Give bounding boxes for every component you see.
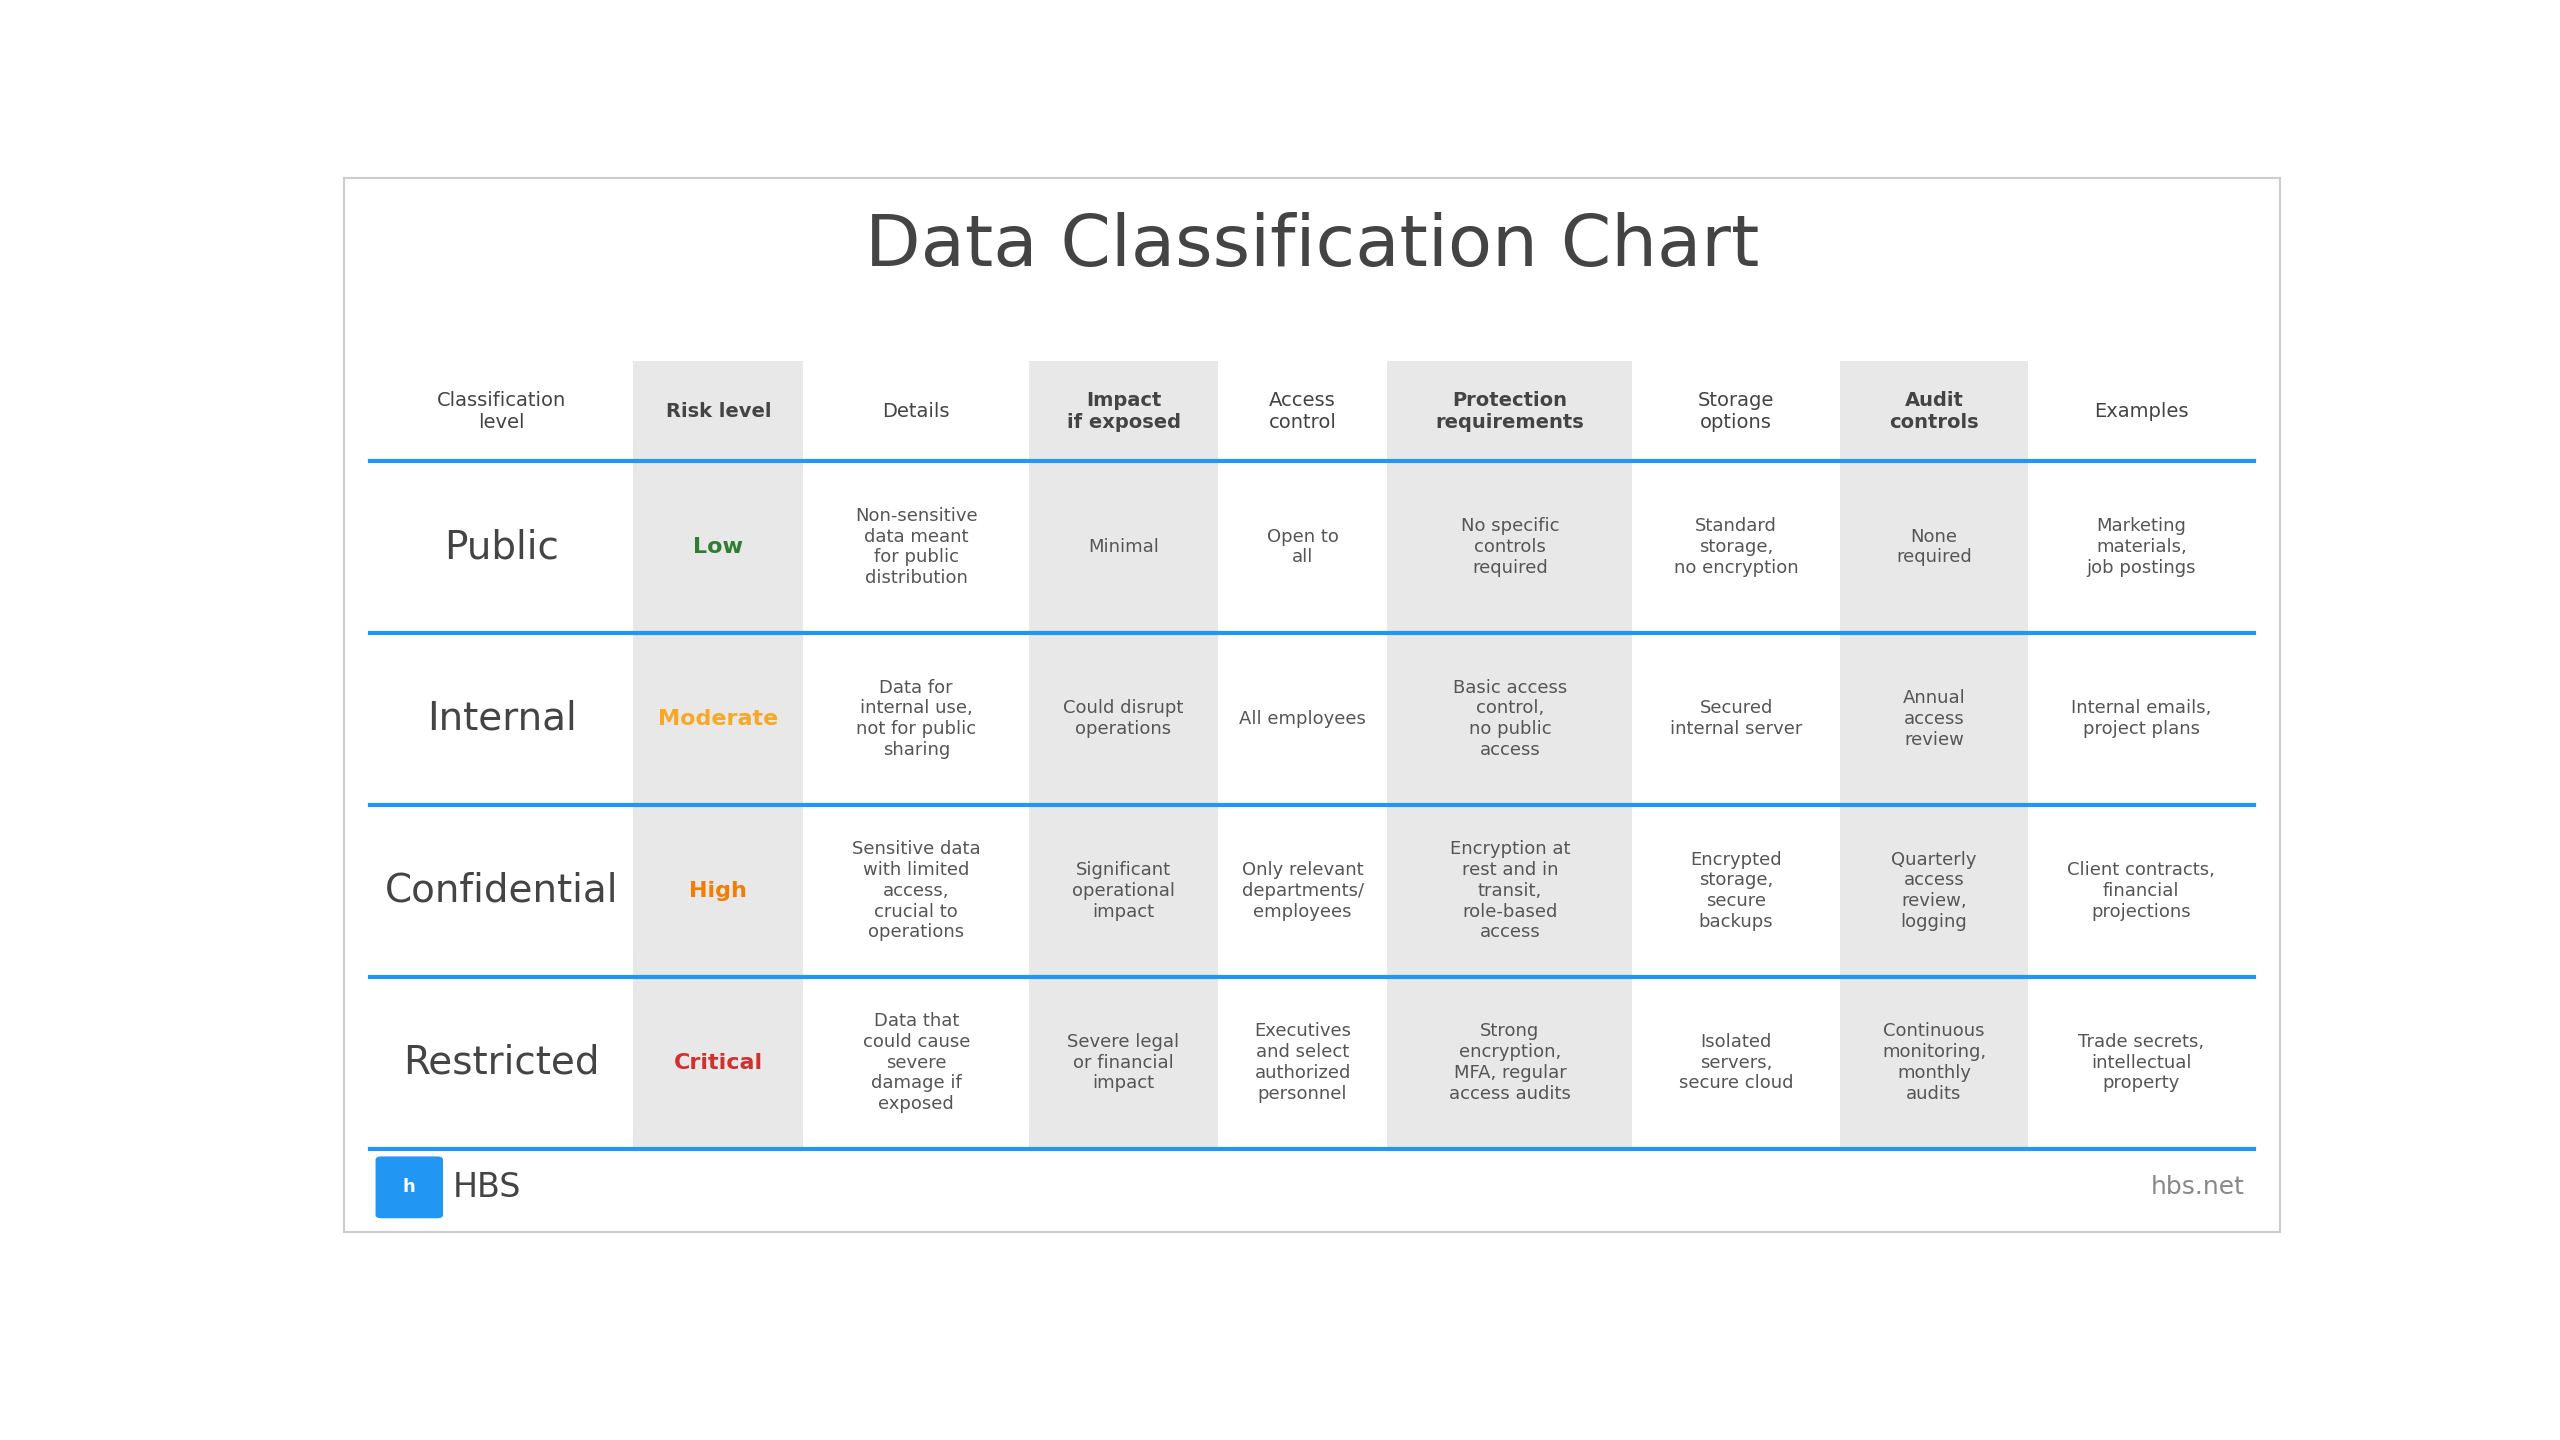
Bar [632, 461, 804, 634]
Text: Client contracts,
financial
projections: Client contracts, financial projections [2068, 861, 2214, 920]
Text: Restricted: Restricted [404, 1044, 599, 1081]
Text: hbs.net: hbs.net [2150, 1175, 2245, 1200]
Text: Encryption at
rest and in
transit,
role-based
access: Encryption at rest and in transit, role-… [1449, 840, 1569, 942]
Text: Details: Details [883, 402, 950, 420]
Text: Executives
and select
authorized
personnel: Executives and select authorized personn… [1254, 1022, 1352, 1103]
Text: Only relevant
departments/
employees: Only relevant departments/ employees [1242, 861, 1364, 920]
Text: h: h [402, 1178, 415, 1197]
Text: Non-sensitive
data meant
for public
distribution: Non-sensitive data meant for public dist… [855, 507, 978, 588]
Text: High: High [689, 881, 748, 901]
Text: Data Classification Chart: Data Classification Chart [865, 212, 1759, 281]
Text: Confidential: Confidential [384, 871, 620, 910]
Text: Protection
requirements: Protection requirements [1436, 390, 1585, 432]
Text: Isolated
servers,
secure cloud: Isolated servers, secure cloud [1679, 1032, 1795, 1093]
Bar [1388, 361, 1633, 461]
Text: Strong
encryption,
MFA, regular
access audits: Strong encryption, MFA, regular access a… [1449, 1022, 1572, 1103]
Text: Storage
options: Storage options [1697, 390, 1774, 432]
Text: Data that
could cause
severe
damage if
exposed: Data that could cause severe damage if e… [863, 1012, 970, 1113]
Text: Encrypted
storage,
secure
backups: Encrypted storage, secure backups [1690, 851, 1782, 930]
Bar [1841, 976, 2028, 1149]
Text: Examples: Examples [2094, 402, 2189, 420]
Bar [1841, 634, 2028, 805]
Text: Could disrupt
operations: Could disrupt operations [1062, 700, 1183, 739]
Bar [1841, 361, 2028, 461]
Text: Minimal: Minimal [1088, 539, 1160, 556]
Text: Internal: Internal [428, 700, 576, 737]
Text: Impact
if exposed: Impact if exposed [1068, 390, 1180, 432]
Text: Quarterly
access
review,
logging: Quarterly access review, logging [1892, 851, 1976, 930]
Text: None
required: None required [1897, 527, 1971, 566]
Text: Continuous
monitoring,
monthly
audits: Continuous monitoring, monthly audits [1882, 1022, 1987, 1103]
Text: Severe legal
or financial
impact: Severe legal or financial impact [1068, 1032, 1180, 1093]
Bar [1029, 634, 1219, 805]
Bar [632, 634, 804, 805]
Text: No specific
controls
required: No specific controls required [1462, 517, 1559, 577]
Text: Sensitive data
with limited
access,
crucial to
operations: Sensitive data with limited access, cruc… [852, 840, 980, 942]
Text: HBS: HBS [453, 1171, 522, 1204]
Text: Access
control: Access control [1270, 390, 1336, 432]
Text: Public: Public [443, 528, 558, 566]
Bar [1029, 805, 1219, 976]
Text: Classification
level: Classification level [438, 390, 566, 432]
Text: Standard
storage,
no encryption: Standard storage, no encryption [1674, 517, 1797, 577]
Bar [1388, 976, 1633, 1149]
Bar [1841, 805, 2028, 976]
Text: Trade secrets,
intellectual
property: Trade secrets, intellectual property [2079, 1032, 2204, 1093]
Bar [1841, 461, 2028, 634]
Bar [632, 361, 804, 461]
Text: Risk level: Risk level [666, 402, 771, 420]
Text: Data for
internal use,
not for public
sharing: Data for internal use, not for public sh… [855, 678, 975, 759]
Text: Audit
controls: Audit controls [1889, 390, 1979, 432]
FancyBboxPatch shape [376, 1156, 443, 1218]
Bar [632, 976, 804, 1149]
Text: Open to
all: Open to all [1267, 527, 1339, 566]
Text: Marketing
materials,
job postings: Marketing materials, job postings [2086, 517, 2196, 577]
Text: All employees: All employees [1239, 710, 1367, 727]
Text: Low: Low [694, 537, 742, 557]
Text: Basic access
control,
no public
access: Basic access control, no public access [1452, 678, 1567, 759]
Bar [1388, 805, 1633, 976]
Text: Annual
access
review: Annual access review [1902, 690, 1966, 749]
Bar [632, 805, 804, 976]
Bar [1029, 461, 1219, 634]
Bar [1029, 361, 1219, 461]
Bar [1029, 976, 1219, 1149]
Text: Critical: Critical [673, 1053, 763, 1073]
Text: Moderate: Moderate [658, 708, 778, 729]
Text: Internal emails,
project plans: Internal emails, project plans [2071, 700, 2212, 739]
Text: Secured
internal server: Secured internal server [1669, 700, 1802, 739]
Bar [1388, 461, 1633, 634]
Bar [1388, 634, 1633, 805]
Text: Significant
operational
impact: Significant operational impact [1073, 861, 1175, 920]
